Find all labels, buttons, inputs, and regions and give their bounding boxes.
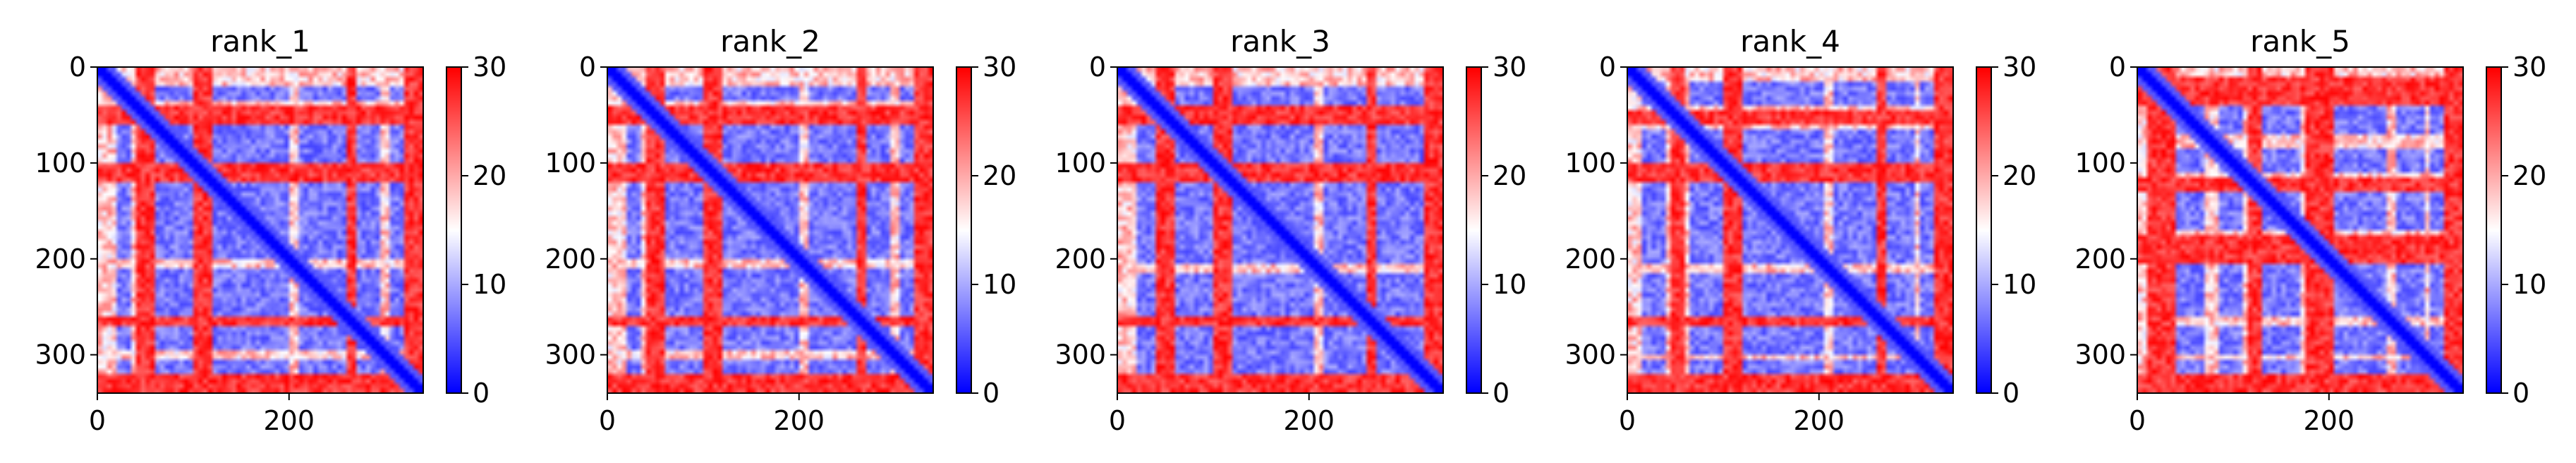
colorbar-frame xyxy=(956,66,972,394)
y-tick-label: 300 xyxy=(2074,339,2126,371)
colorbar-tick-label: 30 xyxy=(983,52,1016,83)
panel-title: rank_1 xyxy=(210,24,310,59)
heatmap-image xyxy=(1117,67,1443,393)
x-tick-label: 0 xyxy=(1109,405,1126,436)
colorbar-tick-label: 10 xyxy=(2003,269,2036,300)
colorbar xyxy=(1976,67,1991,393)
colorbar-tick-label: 10 xyxy=(2513,269,2546,300)
y-tick-label: 0 xyxy=(1599,52,1616,83)
y-tick-label: 100 xyxy=(545,148,596,179)
y-tick-label: 300 xyxy=(35,339,86,371)
y-tick-label: 0 xyxy=(579,52,596,83)
y-tick-label: 100 xyxy=(1055,148,1106,179)
colorbar-tick-label: 20 xyxy=(473,160,506,191)
panel-title: rank_4 xyxy=(1740,24,1840,59)
axes-frame xyxy=(97,66,424,394)
colorbar-tick-label: 20 xyxy=(983,160,1016,191)
panel-title: rank_3 xyxy=(1230,24,1330,59)
colorbar xyxy=(956,67,971,393)
colorbar-tick-label: 30 xyxy=(2513,52,2546,83)
colorbar-tick-label: 10 xyxy=(1493,269,1526,300)
heatmap-panel-4: rank_4 0 200 0 100 200 300 0 10 20 30 xyxy=(1565,24,2036,436)
y-tick-label: 300 xyxy=(1565,339,1616,371)
colorbar-tick-label: 30 xyxy=(473,52,506,83)
y-tick-label: 200 xyxy=(2074,243,2126,275)
y-tick-label: 100 xyxy=(35,148,86,179)
axes-frame xyxy=(1117,66,1444,394)
colorbar-frame xyxy=(446,66,462,394)
x-tick-label: 200 xyxy=(2303,405,2355,436)
heatmap-panel-3: rank_3 0 200 0 100 200 300 0 10 20 30 xyxy=(1055,24,1526,436)
colorbar xyxy=(1466,67,1481,393)
colorbar-tick-label: 0 xyxy=(2513,378,2529,409)
x-tick-label: 0 xyxy=(2129,405,2146,436)
y-tick-label: 0 xyxy=(2109,52,2126,83)
heatmap-panel-2: rank_2 0 200 0 100 200 300 0 10 20 30 xyxy=(545,24,1016,436)
heatmap-image xyxy=(607,67,933,393)
colorbar-tick-label: 0 xyxy=(1493,378,1509,409)
x-tick-label: 0 xyxy=(89,405,106,436)
y-tick-label: 100 xyxy=(1565,148,1616,179)
x-tick-label: 200 xyxy=(773,405,825,436)
y-tick-label: 200 xyxy=(1565,243,1616,275)
panel-title: rank_2 xyxy=(720,24,820,59)
heatmap-image xyxy=(2137,67,2463,393)
x-tick-label: 200 xyxy=(1793,405,1845,436)
heatmap-image xyxy=(97,67,423,393)
colorbar-tick-label: 0 xyxy=(983,378,1000,409)
heatmap-panel-1: rank_1 0 200 0 100 200 300 0 10 20 30 xyxy=(35,24,506,436)
x-tick-label: 0 xyxy=(1619,405,1636,436)
y-tick-label: 0 xyxy=(1089,52,1106,83)
y-tick-label: 300 xyxy=(545,339,596,371)
x-tick-label: 200 xyxy=(263,405,315,436)
colorbar-tick-label: 10 xyxy=(983,269,1016,300)
colorbar-tick-label: 10 xyxy=(473,269,506,300)
y-tick-label: 0 xyxy=(69,52,86,83)
y-tick-label: 200 xyxy=(1055,243,1106,275)
colorbar-frame xyxy=(1466,66,1482,394)
heatmap-panel-5: rank_5 0 200 0 100 200 300 0 10 20 30 xyxy=(2074,24,2546,436)
colorbar-tick-label: 30 xyxy=(1493,52,1526,83)
y-tick-label: 200 xyxy=(35,243,86,275)
colorbar-frame xyxy=(1976,66,1992,394)
heatmap-image xyxy=(1627,67,1953,393)
colorbar-tick-label: 20 xyxy=(2513,160,2546,191)
y-tick-label: 200 xyxy=(545,243,596,275)
colorbar xyxy=(446,67,461,393)
axes-frame xyxy=(1627,66,1954,394)
y-tick-label: 100 xyxy=(2074,148,2126,179)
colorbar-tick-label: 0 xyxy=(473,378,490,409)
colorbar-tick-label: 30 xyxy=(2003,52,2036,83)
colorbar-frame xyxy=(2486,66,2502,394)
x-tick-label: 0 xyxy=(599,405,616,436)
colorbar-tick-label: 0 xyxy=(2003,378,2019,409)
panel-title: rank_5 xyxy=(2250,24,2350,59)
colorbar-tick-label: 20 xyxy=(2003,160,2036,191)
x-tick-label: 200 xyxy=(1283,405,1335,436)
colorbar-tick-label: 20 xyxy=(1493,160,1526,191)
y-tick-label: 300 xyxy=(1055,339,1106,371)
axes-frame xyxy=(607,66,934,394)
axes-frame xyxy=(2137,66,2464,394)
colorbar xyxy=(2486,67,2501,393)
